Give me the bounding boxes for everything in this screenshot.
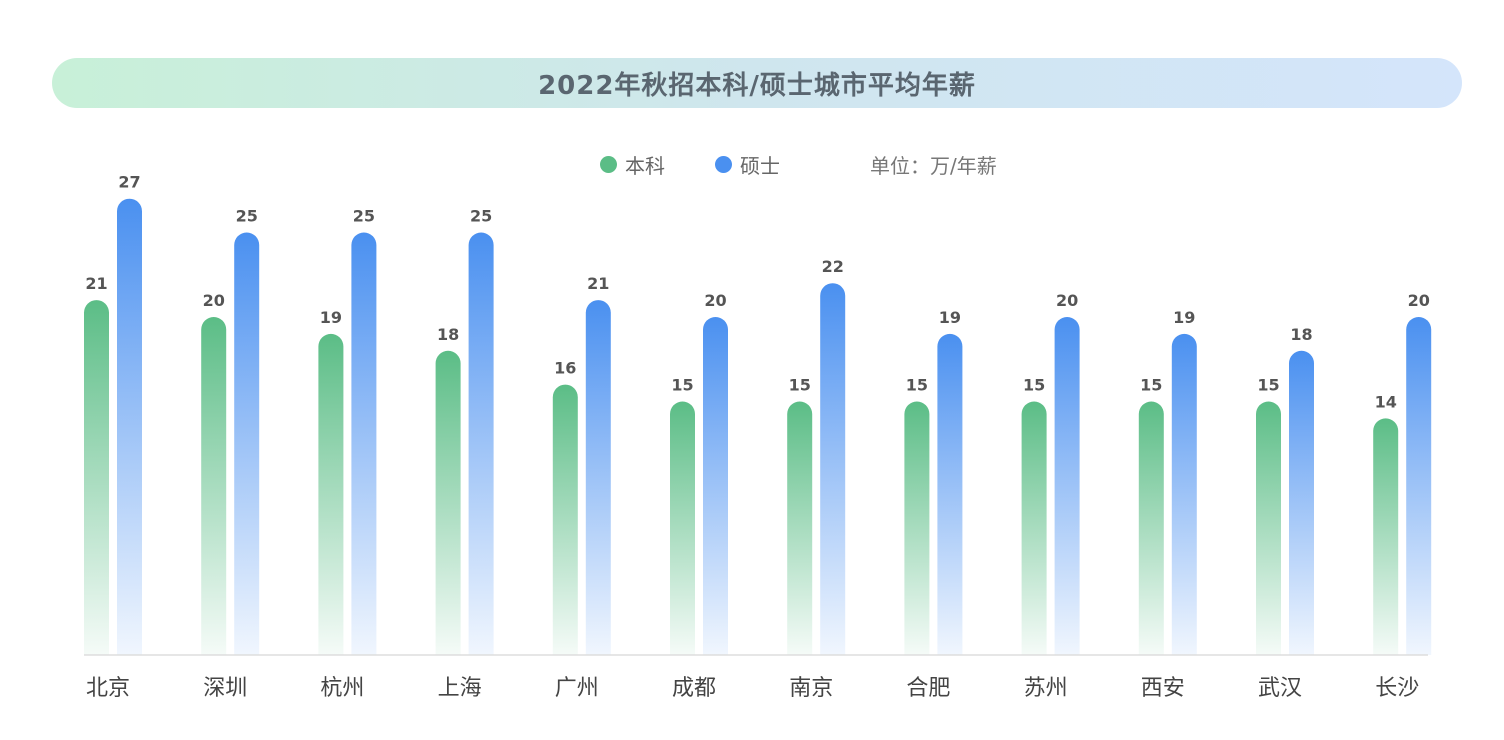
data-label-bachelor: 15 bbox=[906, 376, 928, 395]
data-label-master: 27 bbox=[118, 173, 140, 192]
data-label-bachelor: 15 bbox=[789, 376, 811, 395]
bar-master bbox=[351, 232, 377, 655]
bar-master bbox=[1054, 316, 1080, 655]
data-label-master: 25 bbox=[353, 207, 375, 226]
data-label-master: 19 bbox=[939, 308, 961, 327]
bar-master bbox=[937, 333, 963, 655]
data-label-bachelor: 21 bbox=[85, 274, 107, 293]
bar-bachelor bbox=[318, 333, 344, 655]
legend-label-bachelor: 本科 bbox=[625, 153, 665, 178]
data-label-master: 20 bbox=[704, 291, 726, 310]
bar-bachelor bbox=[435, 350, 461, 655]
x-tick-label: 成都 bbox=[672, 676, 716, 701]
chart-title-bar: 2022年秋招本科/硕士城市平均年薪 bbox=[52, 58, 1462, 108]
unit-label: 单位：万/年薪 bbox=[870, 153, 997, 178]
bar-bachelor bbox=[84, 300, 109, 655]
x-tick-label: 长沙 bbox=[1375, 676, 1419, 701]
bar-master bbox=[703, 316, 728, 655]
data-label-bachelor: 14 bbox=[1375, 392, 1397, 411]
x-tick-label: 深圳 bbox=[203, 676, 247, 701]
bar-master bbox=[117, 198, 142, 655]
data-label-master: 20 bbox=[1408, 291, 1430, 310]
bar-master bbox=[234, 232, 260, 655]
bar-master bbox=[1406, 316, 1432, 655]
bar-bachelor bbox=[904, 401, 930, 655]
data-label-bachelor: 15 bbox=[1140, 376, 1162, 395]
chart-title: 2022年秋招本科/硕士城市平均年薪 bbox=[538, 70, 976, 101]
data-label-master: 21 bbox=[587, 274, 609, 293]
x-tick-label: 武汉 bbox=[1258, 676, 1302, 701]
bar-master bbox=[820, 283, 846, 655]
x-tick-label: 杭州 bbox=[320, 676, 364, 701]
data-label-bachelor: 15 bbox=[671, 376, 693, 395]
bar-bachelor bbox=[1021, 401, 1047, 655]
legend-swatch-bachelor bbox=[600, 155, 617, 173]
data-label-bachelor: 20 bbox=[203, 291, 225, 310]
data-label-bachelor: 15 bbox=[1023, 376, 1045, 395]
data-label-bachelor: 15 bbox=[1257, 376, 1279, 395]
bar-bachelor bbox=[670, 401, 695, 655]
data-label-master: 22 bbox=[822, 257, 844, 276]
legend: 本科 硕士 单位：万/年薪 bbox=[600, 150, 997, 178]
bar-bachelor bbox=[552, 384, 578, 655]
data-label-master: 20 bbox=[1056, 291, 1078, 310]
x-tick-label: 上海 bbox=[438, 676, 482, 701]
bar-bachelor bbox=[1373, 418, 1399, 655]
legend-swatch-master bbox=[715, 155, 732, 173]
bar-bachelor bbox=[1256, 401, 1281, 655]
bar-bachelor bbox=[787, 401, 813, 655]
x-tick-label: 苏州 bbox=[1024, 676, 1068, 701]
bar-master bbox=[1171, 333, 1197, 655]
legend-item-bachelor: 本科 bbox=[600, 150, 665, 179]
x-tick-label: 南京 bbox=[789, 676, 833, 701]
bar-bachelor bbox=[1138, 401, 1164, 655]
bar-master bbox=[585, 300, 611, 655]
bar-master bbox=[468, 232, 494, 655]
data-label-bachelor: 19 bbox=[320, 308, 342, 327]
x-tick-label: 西安 bbox=[1141, 676, 1185, 701]
legend-label-master: 硕士 bbox=[740, 153, 780, 178]
legend-item-master: 硕士 bbox=[715, 150, 780, 179]
data-label-master: 25 bbox=[236, 207, 258, 226]
data-label-master: 18 bbox=[1290, 325, 1312, 344]
bar-master bbox=[1289, 350, 1314, 655]
x-tick-label: 广州 bbox=[555, 676, 599, 701]
data-label-bachelor: 18 bbox=[437, 325, 459, 344]
bar-bachelor bbox=[201, 316, 227, 655]
data-label-master: 19 bbox=[1173, 308, 1195, 327]
data-label-master: 25 bbox=[470, 207, 492, 226]
x-tick-label: 合肥 bbox=[906, 676, 950, 701]
x-tick-label: 北京 bbox=[86, 676, 130, 701]
data-label-bachelor: 16 bbox=[554, 359, 576, 378]
